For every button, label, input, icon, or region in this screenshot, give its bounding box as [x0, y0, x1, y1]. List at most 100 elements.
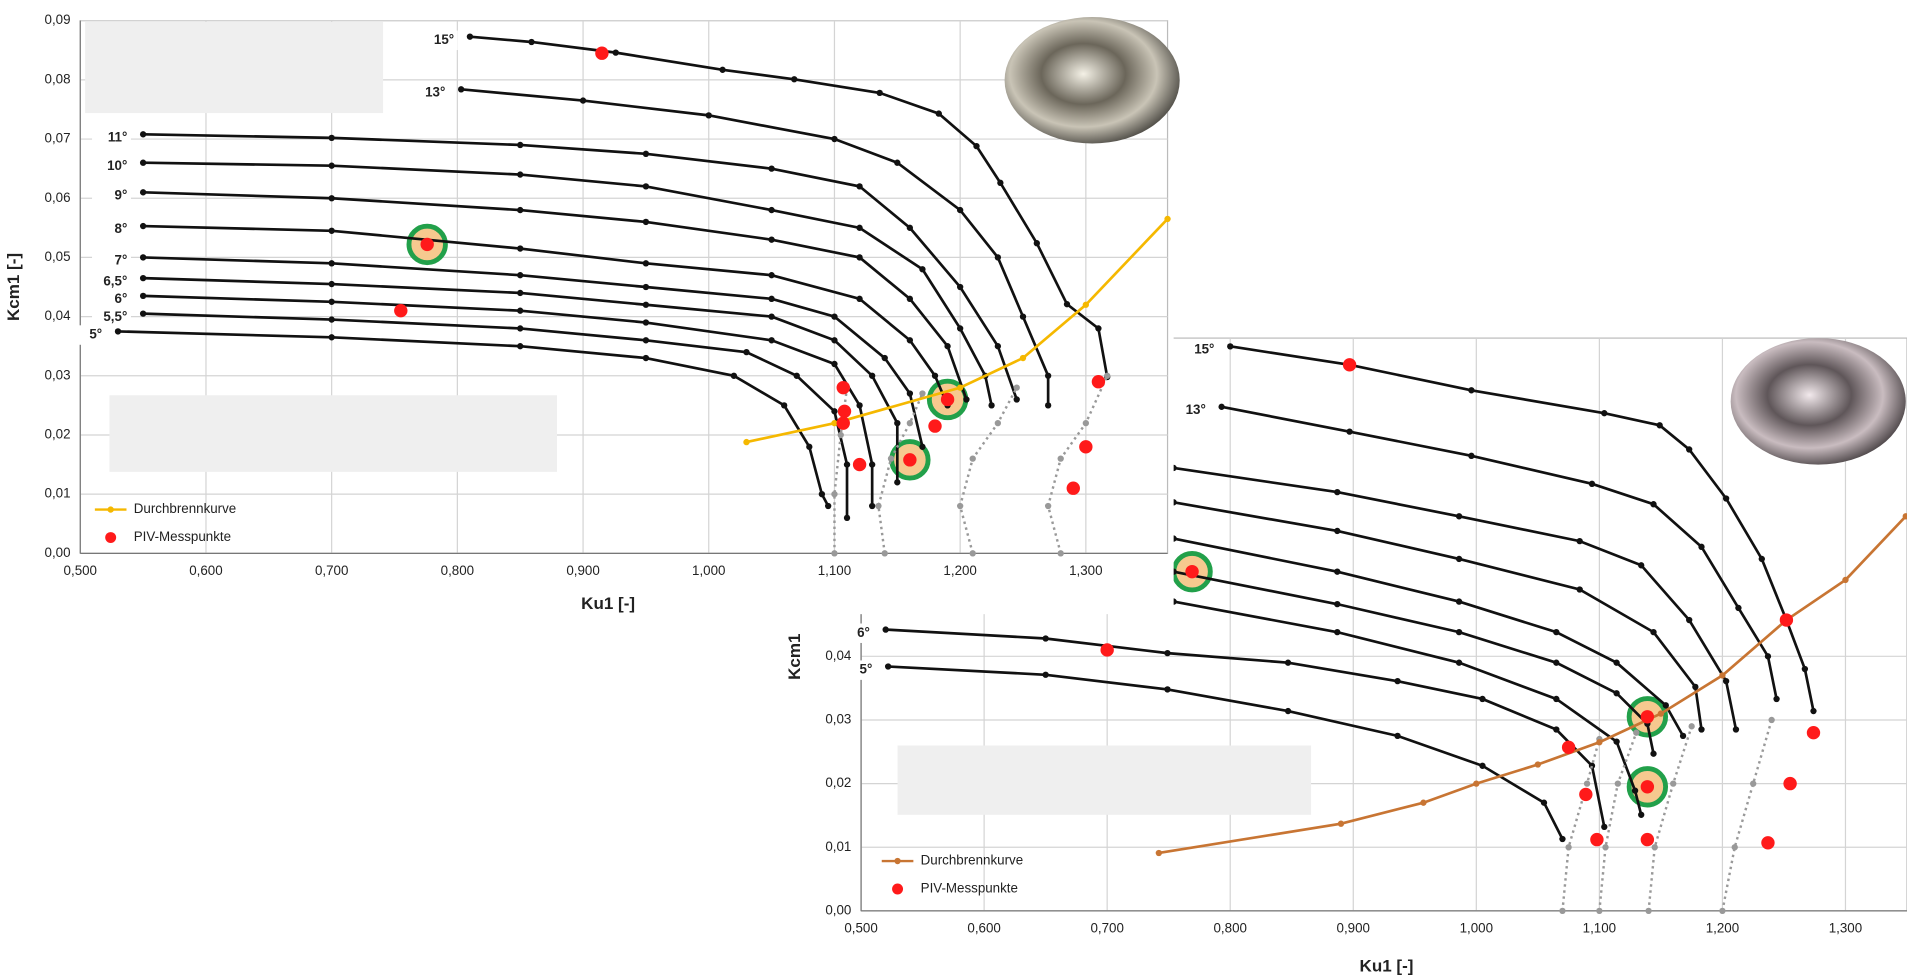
legend-marker: [105, 532, 116, 543]
curve-point: [743, 349, 749, 355]
curve-point: [883, 626, 889, 632]
curve-point: [1045, 402, 1051, 408]
curve-point: [919, 266, 925, 272]
curve-point: [856, 183, 862, 189]
curve-point: [1596, 739, 1602, 745]
curve-point: [791, 76, 797, 82]
curve-point: [1456, 598, 1462, 604]
curve-point: [1346, 428, 1352, 434]
curve-point: [329, 163, 335, 169]
curve-point: [1613, 738, 1619, 744]
curve-point: [907, 225, 913, 231]
curve-point: [613, 49, 619, 55]
curve-point: [643, 337, 649, 343]
legend-label: PIV-Messpunkte: [134, 529, 231, 544]
x-tick-label: 1,200: [1706, 921, 1739, 936]
curve-point: [806, 444, 812, 450]
page: {"chart_data": [ {"type": "line", "x_lab…: [0, 0, 1907, 979]
curve-point: [957, 503, 963, 509]
curve-point: [1034, 240, 1040, 246]
curve-point: [856, 254, 862, 260]
curve-point: [831, 337, 837, 343]
curve-point: [1479, 763, 1485, 769]
redacted-box: [898, 745, 1312, 814]
piv-point: [1783, 777, 1796, 790]
curve-point: [919, 390, 925, 396]
piv-point: [1343, 358, 1356, 371]
curve-point: [1686, 617, 1692, 623]
curve-point: [957, 284, 963, 290]
piv-point: [837, 416, 850, 429]
x-tick-label: 0,700: [1090, 921, 1123, 936]
curve-point: [1394, 678, 1400, 684]
curve-point: [643, 151, 649, 157]
x-tick-label: 0,500: [844, 921, 877, 936]
curve-point: [995, 343, 1001, 349]
piv-point: [1562, 741, 1575, 754]
curve-point: [1632, 787, 1638, 793]
curve-point: [517, 272, 523, 278]
curve-point: [1584, 780, 1590, 786]
curve-point: [794, 373, 800, 379]
curve-point: [1045, 503, 1051, 509]
piv-point: [941, 393, 954, 406]
piv-point: [853, 458, 866, 471]
redacted-box: [109, 395, 557, 472]
curve-point: [1698, 544, 1704, 550]
curve-point: [781, 402, 787, 408]
curve-point: [957, 207, 963, 213]
x-tick-label: 0,900: [566, 563, 599, 578]
curve-point: [1638, 562, 1644, 568]
curve-point: [1456, 556, 1462, 562]
figure: 0,000,010,020,030,040,5000,6000,7000,800…: [0, 0, 1907, 979]
piv-point: [1590, 833, 1603, 846]
curve-point: [988, 402, 994, 408]
piv-point: [1100, 643, 1113, 656]
curve-point: [768, 296, 774, 302]
curve-point: [528, 39, 534, 45]
piv-point: [1641, 780, 1654, 793]
piv-point: [394, 304, 407, 317]
curve-point: [517, 308, 523, 314]
curve-point: [1535, 761, 1541, 767]
chart-front: 0,000,010,020,030,040,050,060,070,080,09…: [0, 0, 1180, 614]
curve-point: [719, 67, 725, 73]
curve-point: [517, 207, 523, 213]
curve-label: 6°: [115, 291, 128, 306]
curve-point: [1802, 666, 1808, 672]
curve-point: [1663, 702, 1669, 708]
curve-point: [1658, 710, 1664, 716]
curve-label: 9°: [115, 187, 128, 202]
curve-point: [1773, 696, 1779, 702]
curve-label: 5,5°: [103, 309, 127, 324]
x-tick-label: 1,100: [818, 563, 851, 578]
curve-point: [329, 260, 335, 266]
curve-point: [1456, 513, 1462, 519]
curve-point: [1541, 800, 1547, 806]
curve-point: [1164, 650, 1170, 656]
curve-point: [1420, 800, 1426, 806]
x-tick-label: 1,300: [1069, 563, 1102, 578]
curve-point: [517, 290, 523, 296]
piv-point: [595, 47, 608, 60]
y-tick-label: 0,08: [45, 71, 71, 86]
x-tick-label: 0,800: [1214, 921, 1247, 936]
x-tick-label: 0,900: [1337, 921, 1370, 936]
piv-point: [1780, 613, 1793, 626]
redacted-box: [85, 22, 383, 113]
x-axis-title: Ku1 [-]: [1360, 956, 1414, 975]
curve-point: [329, 334, 335, 340]
y-axis-title: Kcm1 [-]: [4, 253, 23, 321]
curve-point: [838, 432, 844, 438]
y-tick-label: 0,02: [45, 427, 71, 442]
curve-point: [1759, 556, 1765, 562]
curve-point: [882, 550, 888, 556]
curve-point: [1638, 812, 1644, 818]
curve-point: [1285, 708, 1291, 714]
curve-point: [877, 90, 883, 96]
curve-point: [995, 420, 1001, 426]
curve-point: [907, 420, 913, 426]
impeller-photo: [1731, 338, 1906, 464]
curve-point: [995, 254, 1001, 260]
curve-point: [706, 112, 712, 118]
